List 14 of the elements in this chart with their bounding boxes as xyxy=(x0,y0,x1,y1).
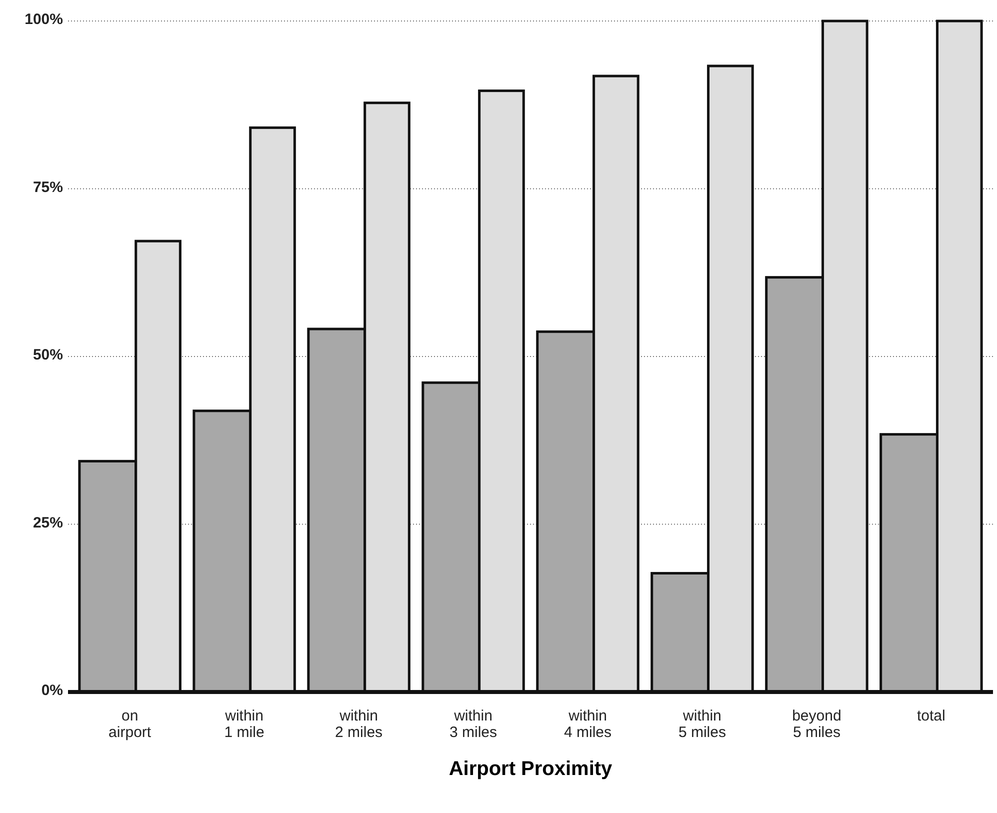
x-axis-title: Airport Proximity xyxy=(448,758,614,780)
y-tick-label: 100% xyxy=(24,11,63,28)
y-tick-label: 0% xyxy=(41,682,63,699)
y-tick-label: 25% xyxy=(32,514,63,532)
x-tick-label: within 4 miles xyxy=(564,708,612,741)
x-tick-label: on airport xyxy=(108,708,152,741)
x-tick-label: within 1 mile xyxy=(224,708,264,741)
x-tick-label: beyond 5 miles xyxy=(792,708,842,741)
x-tick-label: within 2 miles xyxy=(335,708,383,741)
y-tick-label: 50% xyxy=(32,346,63,364)
x-tick-label: within 5 miles xyxy=(678,708,726,741)
x-tick-label: within 3 miles xyxy=(450,708,498,741)
y-tick-label: 75% xyxy=(32,178,63,196)
x-tick-label: total xyxy=(917,708,946,724)
